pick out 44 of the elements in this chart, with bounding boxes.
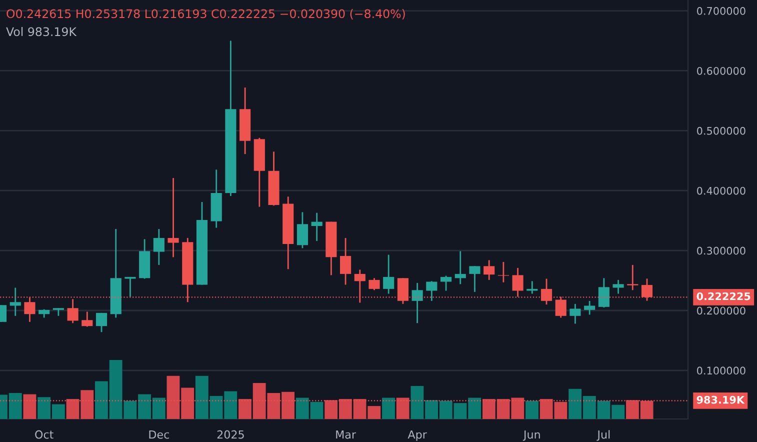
candlestick (96, 312, 108, 333)
candlestick (340, 237, 352, 286)
candlestick (598, 277, 610, 308)
candlestick (454, 250, 466, 285)
candlestick (311, 212, 322, 242)
x-tick-label: Dec (149, 430, 169, 439)
ref-line-label: 0.222225 (696, 292, 750, 300)
y-tick-label: 0.600000 (697, 66, 746, 75)
candlestick (426, 280, 438, 302)
x-tick-label: Mar (336, 430, 356, 439)
y-tick-label: 0.200000 (697, 306, 746, 315)
bar (396, 398, 410, 419)
candlestick (570, 303, 581, 324)
y-tick-label: 0.700000 (697, 7, 746, 15)
candlestick (82, 311, 93, 328)
candlestick (153, 228, 164, 266)
bar (23, 394, 36, 419)
y-tick-label: 0.400000 (697, 186, 746, 195)
candlestick (368, 277, 380, 291)
candlestick (584, 300, 596, 316)
x-tick-label: Jul (596, 430, 610, 441)
candlestick (383, 254, 394, 294)
candlestick (412, 282, 423, 324)
x-tick-label: Oct (35, 430, 54, 439)
bar (526, 400, 538, 419)
annotation: O0.242615 H0.253178 L0.216193 C0.222225 −0.020390 (−8.40%) (6, 9, 405, 20)
bar (382, 398, 395, 419)
candlestick (440, 275, 452, 292)
annotation: Vol 983.19K (6, 27, 77, 36)
candlestick (296, 212, 308, 249)
candlestick (10, 287, 21, 317)
y-tick-label: 0.300000 (697, 246, 746, 255)
x-tick-label: 2025 (217, 430, 244, 439)
y-tick-label: 0.100000 (697, 366, 746, 375)
candlestick (168, 177, 179, 258)
x-tick-label: Apr (408, 430, 427, 441)
candlestick (612, 279, 624, 294)
ref-line-label: 983.19K (696, 396, 745, 404)
x-tick-label: Jun (522, 430, 540, 441)
candlestick (469, 265, 480, 293)
y-tick-label: 0.500000 (697, 126, 746, 135)
candlestick (67, 298, 78, 324)
candlestick (484, 259, 495, 281)
candlestick (627, 264, 638, 291)
